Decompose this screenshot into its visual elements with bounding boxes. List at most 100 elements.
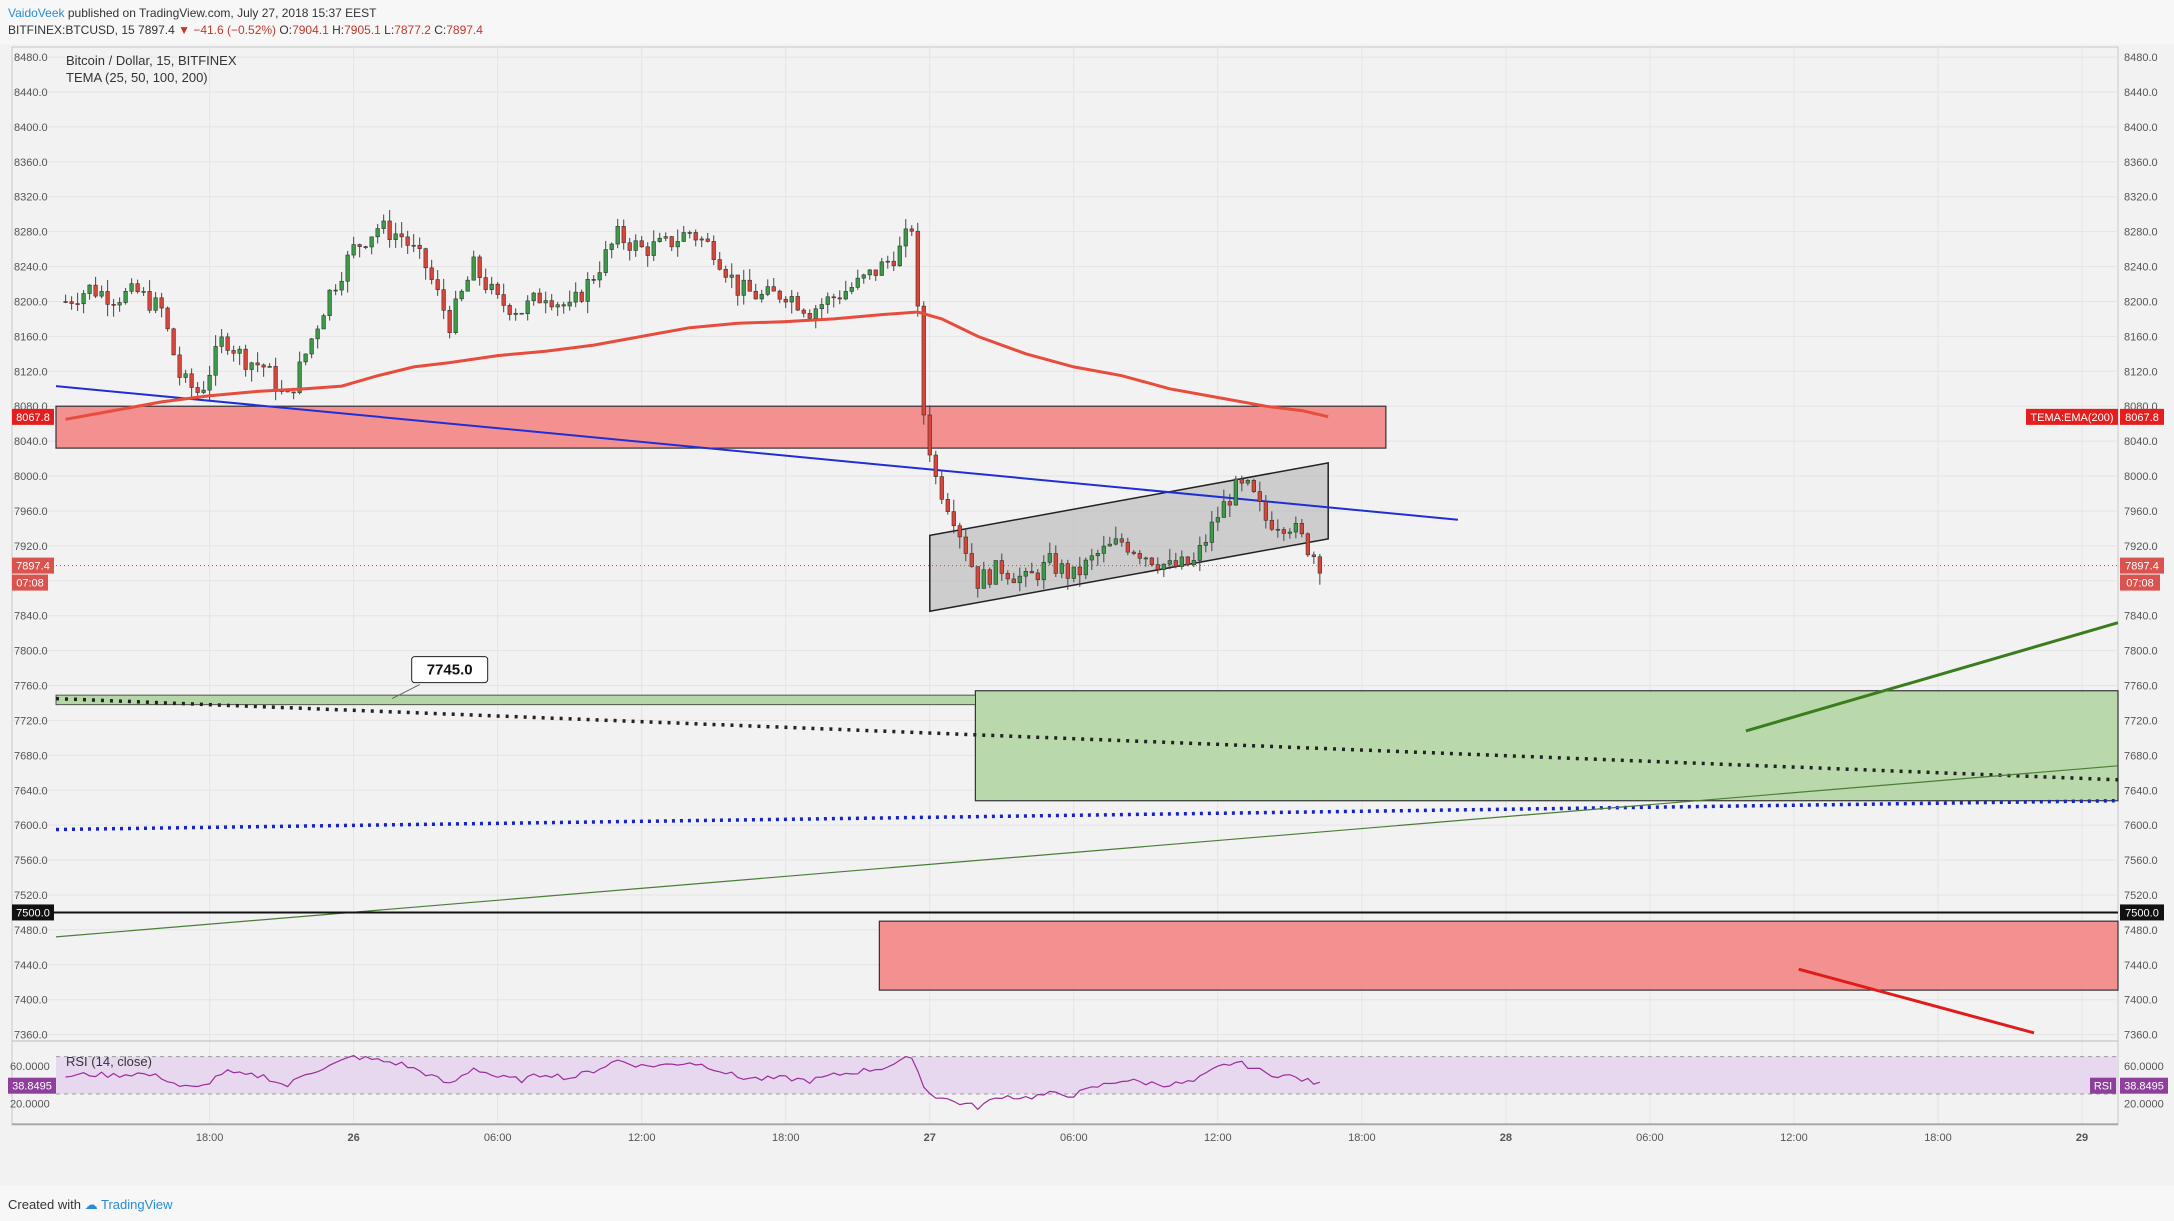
- candle-body: [609, 243, 614, 250]
- y-tick-left: 7760.0: [14, 681, 48, 693]
- candle-body: [495, 283, 500, 295]
- candle-body: [849, 287, 854, 292]
- last-price-text: 7897.4: [138, 23, 175, 37]
- candle-body: [951, 511, 956, 527]
- candle-body: [315, 328, 320, 340]
- level-badge-left: 7500.0: [16, 907, 50, 919]
- y-tick-right: 7840.0: [2124, 611, 2158, 623]
- candle-body: [861, 274, 866, 279]
- candle-body: [693, 232, 698, 241]
- candle-body: [747, 279, 752, 292]
- x-tick: 18:00: [1924, 1132, 1952, 1144]
- x-tick: 27: [924, 1132, 936, 1144]
- candle-body: [273, 366, 278, 392]
- y-tick-right: 7920.0: [2124, 541, 2158, 553]
- candle-body: [921, 305, 926, 416]
- last-badge-right: 7897.4: [2125, 561, 2159, 573]
- candle-body: [111, 304, 116, 306]
- candle-body: [651, 241, 656, 256]
- y-tick-left: 7640.0: [14, 785, 48, 797]
- candle-body: [903, 228, 908, 247]
- candle-body: [1173, 560, 1178, 567]
- ema-200-line: [65, 310, 1329, 421]
- ohlc-open: O:7904.1: [279, 23, 329, 37]
- candle-body: [1197, 544, 1202, 561]
- x-tick: 06:00: [1636, 1132, 1664, 1144]
- candle-body: [1071, 566, 1076, 579]
- rsi-tick-right: 60.0000: [2124, 1061, 2164, 1073]
- y-tick-left: 8480.0: [14, 52, 48, 64]
- candle-body: [1311, 554, 1316, 558]
- candle-body: [75, 303, 80, 305]
- candle-body: [591, 279, 596, 281]
- candle-body: [795, 296, 800, 311]
- candle-body: [159, 297, 164, 309]
- candle-body: [1257, 491, 1262, 502]
- tradingview-link[interactable]: TradingView: [101, 1197, 173, 1212]
- candle-body: [369, 236, 374, 248]
- last-badge-right-bg: [2120, 557, 2164, 574]
- y-tick-left: 8160.0: [14, 331, 48, 343]
- y-tick-left: 8280.0: [14, 227, 48, 239]
- candle-body: [195, 387, 200, 393]
- ema-name-badge: TEMA:EMA(200): [2030, 412, 2113, 424]
- candle-body: [249, 362, 254, 370]
- candle-body: [789, 296, 794, 303]
- created-with-label: Created with: [8, 1197, 81, 1212]
- y-tick-left: 8200.0: [14, 296, 48, 308]
- candle-body: [687, 232, 692, 234]
- candle-body: [219, 336, 224, 347]
- green-trendline: [55, 765, 2119, 938]
- y-tick-right: 7560.0: [2124, 855, 2158, 867]
- candle-body: [1293, 522, 1298, 533]
- y-tick-left: 7600.0: [14, 820, 48, 832]
- candle-body: [663, 236, 668, 239]
- candle-body: [105, 291, 110, 305]
- candle-body: [1185, 556, 1190, 566]
- candle-body: [207, 374, 212, 391]
- candles[interactable]: [63, 209, 1322, 598]
- x-tick: 29: [2076, 1132, 2088, 1144]
- last-badge-left: 7897.4: [16, 561, 50, 573]
- candle-body: [1017, 575, 1022, 584]
- y-tick-left: 8000.0: [14, 471, 48, 483]
- support-zone: [974, 690, 2119, 802]
- candle-body: [1155, 564, 1160, 570]
- candle-body: [1239, 478, 1244, 484]
- candle-body: [1251, 480, 1256, 492]
- candle-body: [1287, 531, 1292, 534]
- rsi-name-badge: RSI: [2094, 1081, 2112, 1093]
- candle-body: [705, 238, 710, 242]
- y-tick-left: 7560.0: [14, 855, 48, 867]
- candle-body: [441, 289, 446, 311]
- candle-body: [807, 313, 812, 319]
- candle-body: [1041, 561, 1046, 581]
- rsi-badge-right-bg: [2120, 1077, 2168, 1094]
- rsi-tick-left: 20.0000: [10, 1098, 50, 1110]
- candle-body: [1035, 572, 1040, 581]
- candle-body: [129, 283, 134, 292]
- candle-body: [1125, 541, 1130, 553]
- candle-body: [1005, 573, 1010, 580]
- chart-canvas[interactable]: 7745.0 8480.0 8480.0 8440.0 8440.0 8400.0 840…: [0, 44, 2174, 1186]
- x-tick: 18:00: [196, 1132, 224, 1144]
- candle-body: [573, 291, 578, 303]
- candle-body: [669, 236, 674, 248]
- candle-body: [1227, 501, 1232, 506]
- candle-body: [711, 241, 716, 260]
- y-tick-right: 8240.0: [2124, 262, 2158, 274]
- candle-body: [1203, 542, 1208, 546]
- candle-body: [963, 536, 968, 554]
- y-tick-right: 7640.0: [2124, 785, 2158, 797]
- ema-badge-left-bg: [12, 408, 54, 425]
- y-tick-left: 7480.0: [14, 925, 48, 937]
- candle-body: [885, 260, 890, 263]
- rsi-pane[interactable]: [12, 1040, 2118, 1111]
- candle-body: [1077, 566, 1082, 576]
- candle-body: [363, 246, 368, 248]
- rsi-name-badge-bg: [2090, 1077, 2116, 1094]
- ema-name-badge-bg: [2026, 408, 2118, 425]
- author-link[interactable]: VaidoVeek: [8, 6, 65, 20]
- candle-body: [303, 353, 308, 363]
- axes: 8480.0 8480.0 8440.0 8440.0 8400.0 8400.0 8360…: [10, 52, 2164, 1144]
